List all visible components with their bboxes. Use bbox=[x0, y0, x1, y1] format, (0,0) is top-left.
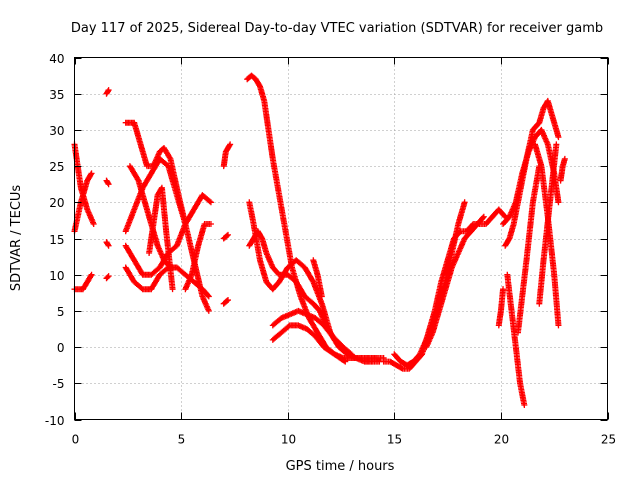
y-tick-label: -5 bbox=[53, 377, 65, 391]
x-tick-labels: 0 5 10 15 20 25 bbox=[72, 433, 616, 447]
marker-run bbox=[244, 72, 387, 361]
marker-run bbox=[495, 286, 507, 329]
marker-run bbox=[515, 163, 543, 336]
marker-run bbox=[220, 297, 232, 307]
marker-run bbox=[269, 322, 349, 365]
series-arc-14 bbox=[182, 221, 214, 293]
x-tick-label: 10 bbox=[281, 433, 296, 447]
y-tick-labels: -10 -5 0 5 10 15 20 25 30 35 40 bbox=[45, 52, 65, 428]
plot-frame bbox=[74, 57, 608, 420]
x-axis-title: GPS time / hours bbox=[286, 459, 395, 474]
series-arc-22 bbox=[269, 322, 349, 365]
series-arc-17 bbox=[220, 297, 232, 307]
series-arc-13 bbox=[146, 184, 176, 293]
y-tick-label: 5 bbox=[57, 305, 65, 319]
series-arc-07 bbox=[103, 273, 112, 282]
series-arc-16 bbox=[220, 231, 232, 242]
data-marks bbox=[71, 72, 568, 409]
x-tick-label: 20 bbox=[494, 433, 509, 447]
marker-run bbox=[220, 141, 234, 170]
series-arc-21 bbox=[269, 307, 355, 358]
marker-run bbox=[423, 213, 487, 351]
y-tick-label: 10 bbox=[49, 269, 64, 283]
y-tick-label: 35 bbox=[49, 88, 64, 102]
marker-run bbox=[103, 239, 112, 249]
series-arc-31 bbox=[515, 163, 543, 336]
marker-run bbox=[310, 257, 325, 300]
marker-run bbox=[103, 177, 112, 188]
series-arc-09 bbox=[122, 155, 189, 235]
x-tick-label: 0 bbox=[72, 433, 80, 447]
series-arc-19 bbox=[246, 199, 383, 365]
x-tick-label: 5 bbox=[178, 433, 186, 447]
chart-title: Day 117 of 2025, Sidereal Day-to-day VTE… bbox=[71, 21, 603, 36]
series-arc-15 bbox=[220, 141, 234, 170]
marker-run bbox=[220, 231, 232, 242]
y-tick-label: 0 bbox=[57, 341, 65, 355]
y-tick-label: 30 bbox=[49, 124, 64, 138]
marker-run bbox=[182, 221, 214, 293]
series-arc-18 bbox=[244, 72, 387, 361]
marker-run bbox=[122, 155, 189, 235]
series-arc-34 bbox=[557, 155, 568, 184]
y-tick-label: 20 bbox=[49, 196, 64, 210]
series-arc-05 bbox=[103, 177, 112, 188]
marker-run bbox=[557, 155, 568, 184]
marker-run bbox=[536, 141, 560, 307]
series-arc-26 bbox=[423, 213, 487, 351]
axis-ticks bbox=[74, 57, 609, 421]
y-tick-label: 15 bbox=[49, 233, 64, 247]
series-arc-04 bbox=[103, 87, 112, 97]
series-arc-33 bbox=[536, 141, 560, 307]
marker-run bbox=[103, 273, 112, 282]
series-arc-23 bbox=[310, 257, 325, 300]
x-tick-label: 25 bbox=[601, 433, 616, 447]
marker-run bbox=[504, 271, 528, 409]
marker-run bbox=[103, 87, 112, 97]
y-tick-label: 40 bbox=[49, 52, 64, 66]
x-tick-label: 15 bbox=[387, 433, 402, 447]
marker-run bbox=[146, 184, 176, 293]
series-arc-06 bbox=[103, 239, 112, 249]
y-axis-title: SDTVAR / TECUs bbox=[9, 185, 24, 292]
series-arc-30 bbox=[504, 271, 528, 409]
y-tick-label: 25 bbox=[49, 160, 64, 174]
marker-run bbox=[269, 307, 355, 358]
marker-run bbox=[246, 199, 383, 365]
y-tick-label: -10 bbox=[45, 414, 65, 428]
series-arc-27 bbox=[495, 286, 507, 329]
